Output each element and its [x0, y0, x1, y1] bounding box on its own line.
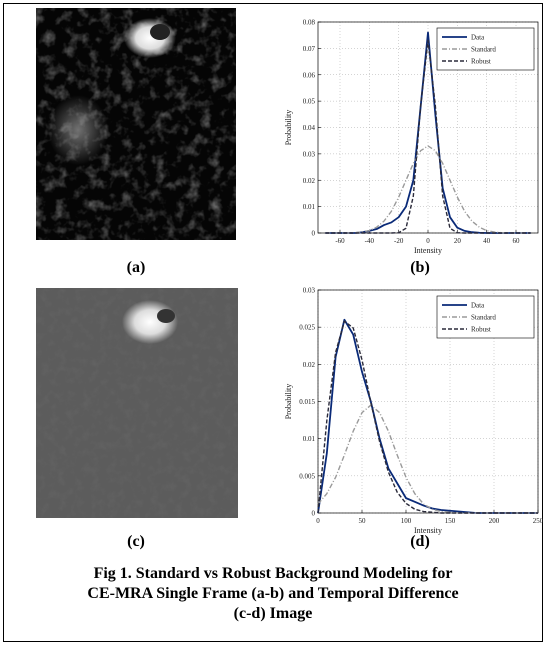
y-tick-label: 0.06	[303, 71, 316, 79]
x-tick-label: 60	[513, 237, 521, 245]
y-tick-label: 0.01	[303, 203, 316, 211]
x-tick-label: 20	[454, 237, 462, 245]
caption-line: (c-d) Image	[234, 605, 313, 622]
y-tick-label: 0.03	[303, 287, 316, 295]
x-tick-label: 100	[401, 517, 412, 525]
x-tick-label: 250	[533, 517, 544, 525]
y-tick-label: 0.01	[303, 435, 316, 443]
series-line	[325, 39, 531, 234]
x-tick-label: -40	[365, 237, 375, 245]
y-axis-label: Probability	[284, 110, 293, 146]
y-axis-label: Probability	[284, 384, 293, 420]
y-tick-label: 0.02	[303, 177, 316, 185]
y-tick-label: 0.07	[303, 45, 316, 53]
y-tick-label: 0	[312, 510, 316, 518]
y-tick-label: 0.05	[303, 98, 316, 106]
x-tick-label: 0	[316, 517, 320, 525]
panel-label: (c)	[127, 533, 145, 550]
x-tick-label: 0	[426, 237, 430, 245]
legend-label: Data	[471, 302, 485, 310]
x-tick-label: -20	[394, 237, 404, 245]
x-tick-label: 40	[483, 237, 491, 245]
legend-label: Standard	[471, 314, 496, 322]
panel-label: (b)	[410, 259, 430, 276]
chart: 0 0.01 0.02 0.03 0.04 0.05 0.06 0.07 0.08 -60 -40 -…	[284, 19, 539, 255]
x-axis-label: Intensity	[414, 526, 442, 535]
y-tick-label: 0.04	[303, 124, 316, 132]
series-line	[317, 320, 538, 514]
plot-frame	[317, 289, 539, 514]
caption-line: CE-MRA Single Frame (a-b) and Temporal D…	[87, 585, 458, 602]
series-line	[325, 145, 531, 234]
caption-line: Fig 1. Standard vs Robust Background Mod…	[94, 565, 453, 582]
x-tick-label: 50	[359, 517, 367, 525]
legend-label: Robust	[471, 58, 491, 66]
y-tick-label: 0.015	[299, 398, 315, 406]
y-tick-label: 0.08	[303, 19, 316, 27]
x-tick-label: -60	[335, 237, 345, 245]
x-tick-label: 150	[445, 517, 456, 525]
y-tick-label: 0	[312, 230, 316, 238]
legend-label: Standard	[471, 46, 496, 54]
x-tick-label: 200	[489, 517, 500, 525]
image-c	[36, 288, 238, 518]
series-line	[317, 404, 538, 514]
image-a	[36, 8, 236, 240]
panel-label: (d)	[410, 533, 430, 550]
y-tick-label: 0.005	[299, 472, 315, 480]
plot-frame	[317, 21, 539, 234]
y-tick-label: 0.025	[299, 324, 315, 332]
legend-label: Robust	[471, 326, 491, 334]
legend-label: Data	[471, 34, 485, 42]
x-axis-label: Intensity	[414, 246, 442, 255]
panel-label: (a)	[127, 259, 146, 276]
chart: 0 0.005 0.01 0.015 0.02 0.025 0.03 0 50 100 150 200…	[284, 287, 544, 536]
figure-border	[3, 3, 543, 642]
y-tick-label: 0.03	[303, 150, 316, 158]
y-tick-label: 0.02	[303, 361, 316, 369]
